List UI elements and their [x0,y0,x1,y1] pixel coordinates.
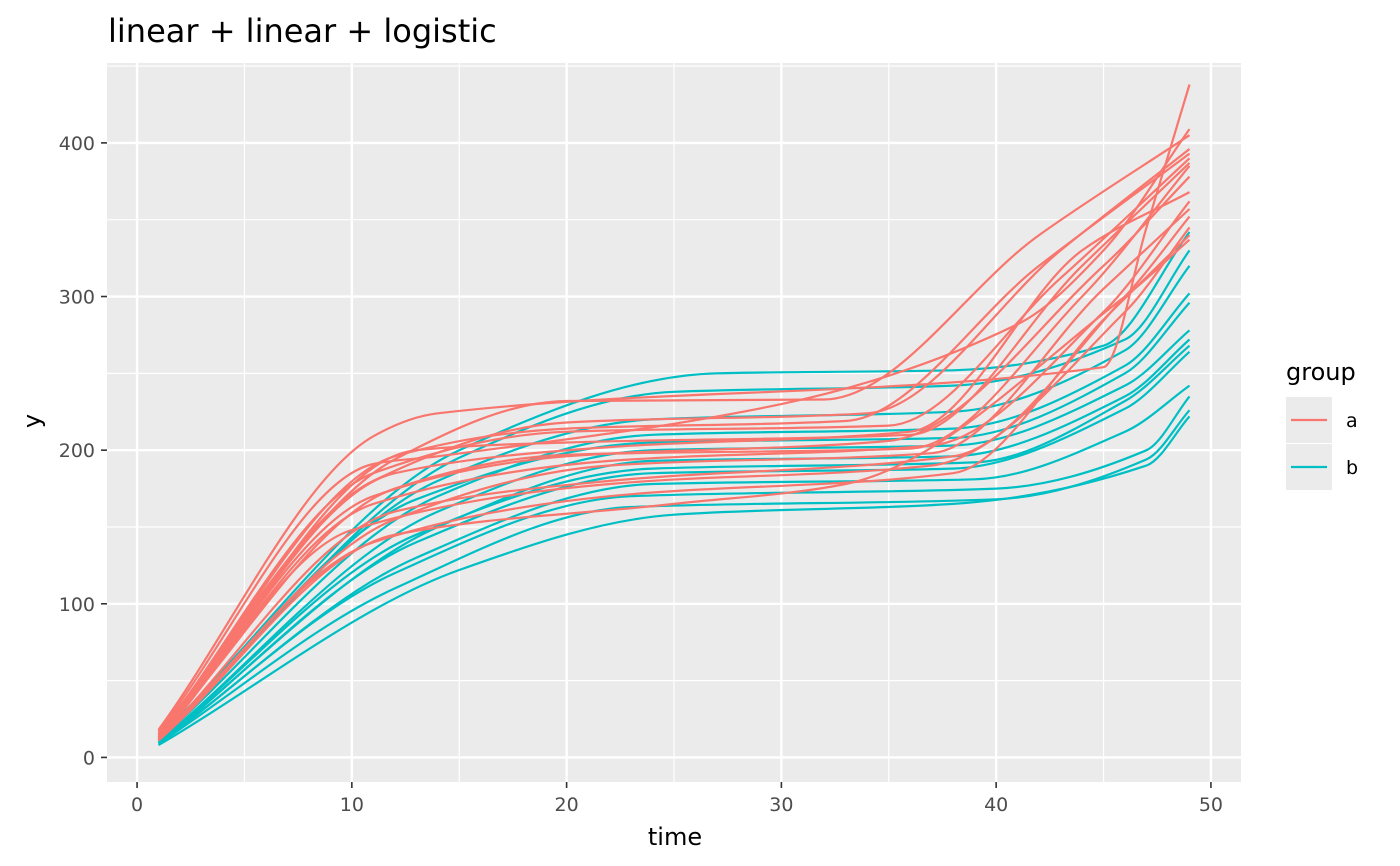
x-axis-title: time [648,823,702,851]
y-tick-label: 200 [59,440,95,462]
y-tick-label: 300 [59,287,95,309]
series-line-group-a [157,175,1191,739]
series-line-group-a [157,226,1191,740]
y-axis-ticks: 0 100 200 300 400 [59,133,107,769]
series-line-group-a [157,208,1191,740]
series-layer [157,84,1191,747]
series-line-group-a [157,84,1191,731]
legend-label-a: a [1346,410,1358,432]
x-tick-label: 30 [769,794,793,816]
series-line-group-b [157,249,1191,740]
series-line-group-a [157,165,1191,737]
x-axis-ticks: 0 10 20 30 40 50 [131,782,1223,816]
series-line-group-a [157,128,1191,732]
x-tick-label: 20 [555,794,579,816]
series-line-group-a [157,157,1191,736]
series-line-group-a [157,162,1191,737]
series-line-group-a [157,238,1191,742]
legend: group ab [1286,358,1358,490]
chart-title: linear + linear + logistic [108,12,497,50]
series-line-group-b [157,415,1191,747]
y-tick-label: 400 [59,133,95,155]
series-line-group-a [157,191,1191,739]
x-tick-label: 10 [340,794,364,816]
y-tick-label: 0 [83,747,95,769]
x-tick-label: 40 [984,794,1008,816]
series-line-group-b [157,344,1191,743]
series-line-group-b [157,395,1191,745]
series-line-group-b [157,231,1191,739]
series-line-group-b [157,350,1191,745]
legend-keys: ab [1286,397,1358,490]
y-tick-label: 100 [59,594,95,616]
series-line-group-b [157,409,1191,745]
x-tick-label: 0 [131,794,143,816]
legend-title: group [1286,358,1356,386]
series-line-group-b [157,384,1191,745]
x-tick-label: 50 [1199,794,1223,816]
y-axis-title: y [18,414,46,428]
series-line-group-a [157,234,1191,742]
legend-label-b: b [1346,457,1358,479]
